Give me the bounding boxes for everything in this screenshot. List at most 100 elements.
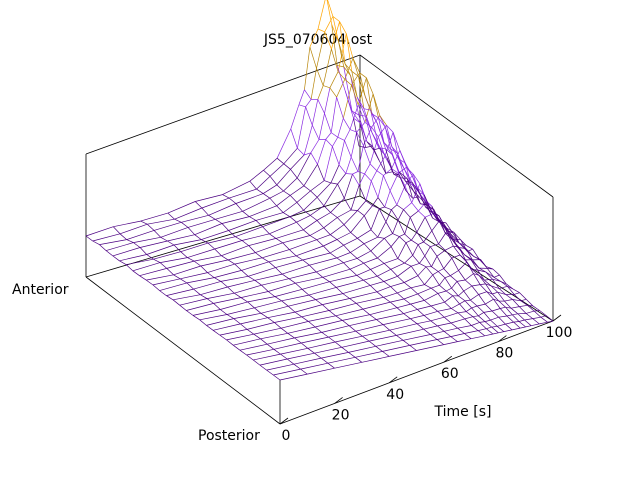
mesh-line-position [457, 327, 465, 334]
mesh-line-position [207, 272, 215, 278]
mesh-line-position [222, 194, 230, 199]
mesh-line-position [296, 221, 304, 231]
mesh-line-position [510, 307, 519, 315]
mesh-line-time [359, 72, 366, 97]
x-tick-label: 60 [441, 366, 459, 382]
mesh-line-position [261, 257, 269, 263]
mesh-line-time [194, 255, 222, 262]
mesh-line-position [518, 321, 526, 328]
mesh-line-position [465, 244, 473, 250]
mesh-line-position [309, 46, 317, 69]
mesh-line-position [336, 239, 344, 246]
x-axis-ticks: 0 20 40 60 80 100 [279, 314, 572, 444]
mesh-line-time [492, 332, 499, 335]
mesh-line-position [391, 168, 399, 174]
mesh-line-time [332, 16, 339, 42]
mesh-line-position [329, 252, 338, 259]
mesh-line-position [445, 233, 453, 240]
mesh-line-position [379, 115, 387, 126]
mesh-line-time [430, 243, 439, 248]
mesh-line-position [254, 307, 262, 314]
mesh-line-position [355, 330, 363, 337]
mesh-line-position [403, 168, 412, 184]
mesh-line-time [357, 77, 367, 106]
mesh-line-time [376, 286, 391, 293]
mesh-line-position [351, 110, 359, 116]
mesh-line-position [365, 116, 373, 134]
mesh-line-position [266, 343, 275, 350]
mesh-line-position [505, 323, 513, 331]
mesh-line-position [274, 322, 282, 329]
mesh-line-time [366, 77, 373, 114]
mesh-line-position [294, 311, 302, 318]
mesh-line-position [357, 210, 365, 216]
mesh-line-position [383, 142, 391, 150]
mesh-line-position [329, 281, 337, 288]
mesh-line-time [119, 223, 148, 235]
mesh-line-time [282, 235, 311, 244]
mesh-line-position [490, 285, 498, 293]
mesh-line-time [330, 224, 345, 235]
mesh-line-time [479, 321, 486, 323]
mesh-line-position [206, 325, 214, 331]
mesh-line-position [359, 72, 367, 79]
mesh-line-time [322, 298, 350, 305]
mesh-line-time [343, 173, 353, 199]
mesh-line-position [437, 311, 445, 318]
mesh-line-time [484, 278, 493, 281]
mesh-line-time [247, 322, 275, 330]
mesh-line-time [321, 325, 350, 333]
mesh-line-time [113, 220, 141, 228]
mesh-line-time [303, 125, 313, 156]
mesh-line-position [417, 275, 425, 285]
mesh-line-position [336, 257, 344, 263]
mesh-line-position [385, 148, 393, 155]
mesh-line-time [330, 164, 340, 184]
mesh-line-time [296, 152, 312, 179]
mesh-line-time [341, 340, 370, 348]
mesh-line-position [298, 104, 306, 108]
mesh-line-position [471, 285, 479, 295]
mesh-line-time [383, 168, 392, 176]
mesh-line-position [220, 309, 228, 315]
mesh-line-position [363, 279, 371, 286]
x-tick-label: 20 [332, 407, 350, 423]
mesh-line-time [200, 286, 228, 296]
mesh-line-position [380, 147, 388, 158]
mesh-line-time [527, 304, 533, 307]
mesh-line-position [253, 333, 261, 340]
mesh-line-position [456, 281, 464, 292]
mesh-line-position [478, 294, 486, 305]
mesh-line-time [326, 0, 333, 25]
axes-box [85, 54, 554, 425]
mesh-line-position [255, 252, 263, 259]
mesh-line-position [173, 244, 181, 252]
mesh-line-position [356, 275, 364, 281]
mesh-line-time [405, 239, 412, 244]
mesh-line-time [520, 298, 527, 302]
mesh-line-position [290, 169, 298, 179]
mesh-line-time [336, 279, 364, 288]
mesh-line-time [503, 329, 513, 332]
mesh-line-time [213, 297, 241, 304]
mesh-line-position [378, 117, 386, 128]
mesh-line-time [384, 190, 391, 208]
mesh-line-position [323, 205, 331, 213]
mesh-line-time [493, 298, 500, 302]
mesh-line-position [307, 348, 315, 354]
mesh-line-position [393, 173, 401, 179]
mesh-line-position [492, 268, 500, 276]
mesh-line-time [227, 279, 255, 288]
mesh-line-time [248, 267, 276, 277]
mesh-line-time [303, 197, 318, 211]
mesh-line-time [383, 292, 398, 298]
mesh-line-time [303, 164, 318, 186]
mesh-line-time [370, 110, 380, 148]
mesh-line-position [437, 325, 445, 332]
mesh-line-time [331, 24, 338, 66]
mesh-line-time [358, 76, 365, 109]
mesh-line-time [512, 313, 518, 316]
mesh-line-time [283, 177, 298, 192]
mesh-line-time [226, 333, 254, 341]
mesh-line-time [370, 170, 378, 182]
